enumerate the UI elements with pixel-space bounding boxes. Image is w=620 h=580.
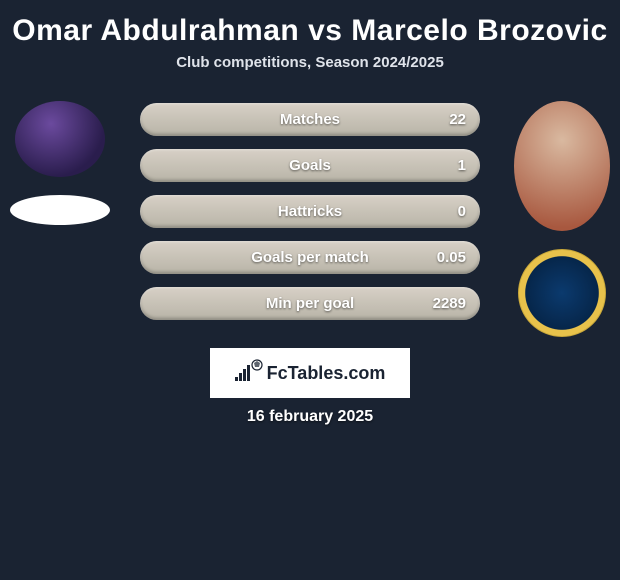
stat-label: Goals per match — [251, 249, 369, 266]
stat-label: Matches — [280, 111, 340, 128]
player-right-avatar — [514, 101, 610, 231]
source-logo-text: FcTables.com — [267, 363, 386, 384]
stat-bar-matches: Matches 22 — [140, 103, 480, 136]
player-right-club-badge — [518, 249, 606, 337]
page-title: Omar Abdulrahman vs Marcelo Brozovic — [0, 0, 620, 54]
stat-value: 0.05 — [437, 249, 466, 266]
stat-label: Min per goal — [266, 295, 354, 312]
stat-bar-min-per-goal: Min per goal 2289 — [140, 287, 480, 320]
stat-value: 2289 — [433, 295, 466, 312]
stat-value: 22 — [449, 111, 466, 128]
stat-label: Hattricks — [278, 203, 342, 220]
player-left-club-badge — [10, 195, 110, 225]
stat-value: 0 — [458, 203, 466, 220]
player-left-avatar — [15, 101, 105, 177]
comparison-date: 16 february 2025 — [0, 408, 620, 426]
stat-bar-hattricks: Hattricks 0 — [140, 195, 480, 228]
fctables-icon — [235, 359, 263, 387]
player-right-column — [514, 101, 610, 337]
comparison-content: Matches 22 Goals 1 Hattricks 0 Goals per… — [0, 89, 620, 426]
player-left-column — [10, 101, 110, 225]
stat-bar-goals: Goals 1 — [140, 149, 480, 182]
subtitle: Club competitions, Season 2024/2025 — [0, 54, 620, 89]
stat-value: 1 — [458, 157, 466, 174]
source-logo: FcTables.com — [210, 348, 410, 398]
stat-label: Goals — [289, 157, 331, 174]
stat-bars: Matches 22 Goals 1 Hattricks 0 Goals per… — [140, 89, 480, 320]
stat-bar-goals-per-match: Goals per match 0.05 — [140, 241, 480, 274]
